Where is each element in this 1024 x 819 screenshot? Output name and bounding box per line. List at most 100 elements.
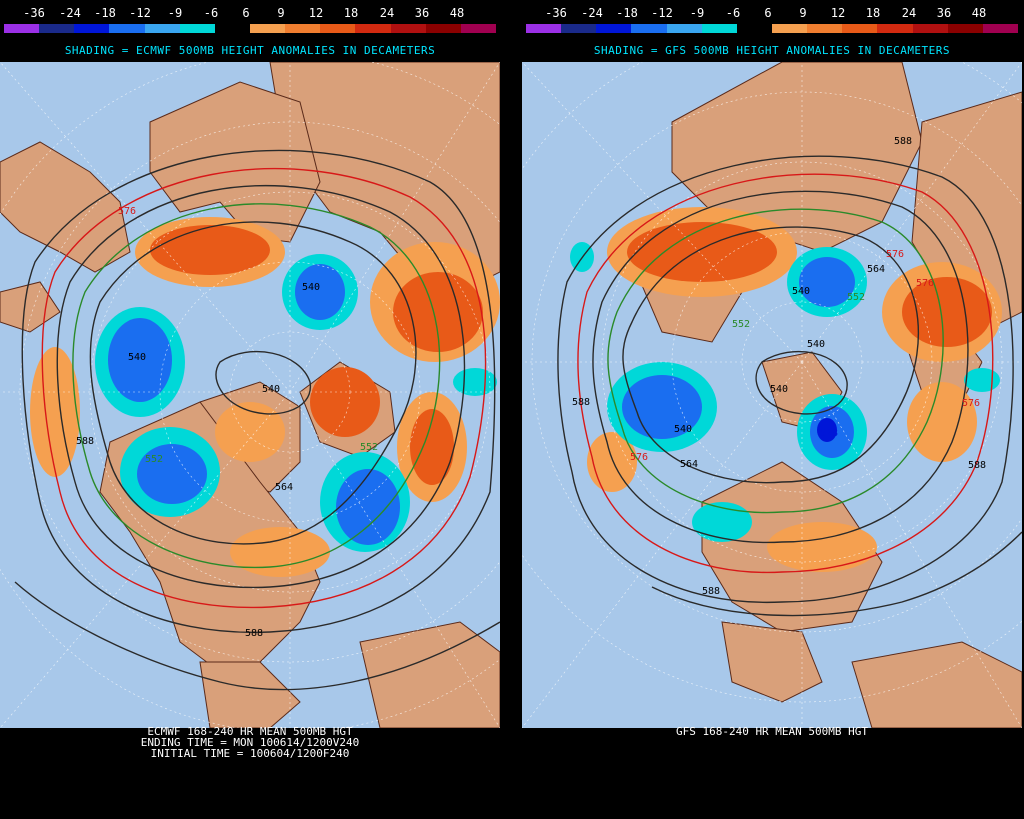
contour-label: 552 bbox=[847, 292, 865, 303]
positive-anomaly bbox=[907, 382, 977, 462]
scale-label: 48 bbox=[971, 6, 987, 20]
contour-label: 540 bbox=[807, 339, 825, 350]
color-scale-bar bbox=[526, 24, 1018, 33]
scale-swatch bbox=[109, 24, 145, 33]
contour-label: 576 bbox=[916, 278, 934, 289]
contour-540 bbox=[89, 221, 417, 545]
contour-label-group: 540 540 540 552 552 564 576 588 588 bbox=[76, 206, 378, 639]
scale-label: 12 bbox=[830, 6, 846, 20]
contour-564 bbox=[592, 190, 969, 544]
meridian bbox=[289, 62, 500, 393]
scale-label: 24 bbox=[379, 6, 395, 20]
contour-540-polar bbox=[755, 350, 848, 415]
contour-label: 540 bbox=[262, 384, 280, 395]
scale-swatch bbox=[912, 24, 948, 33]
scale-swatch bbox=[144, 24, 180, 33]
central-america-land bbox=[199, 661, 301, 728]
scale-swatch bbox=[947, 24, 983, 33]
meridian bbox=[0, 391, 291, 728]
panel-divider bbox=[500, 0, 522, 819]
gfs-panel: -36 -24 -18 -12 -9 -6 6 9 12 18 24 36 48… bbox=[522, 0, 1022, 819]
positive-anomaly bbox=[587, 432, 637, 492]
contour-label: 576 bbox=[886, 249, 904, 260]
scale-label: 18 bbox=[343, 6, 359, 20]
negative-anomaly-core bbox=[108, 318, 172, 402]
scale-swatch bbox=[771, 24, 808, 33]
ecmwf-caption: ECMWF 168-240 HR MEAN 500MB HGT ENDING T… bbox=[0, 726, 500, 759]
negative-anomaly-core bbox=[799, 257, 855, 307]
contour-540 bbox=[622, 226, 919, 484]
positive-anomaly-core bbox=[410, 409, 454, 485]
ecmwf-map: 540 540 540 552 552 564 576 588 588 bbox=[0, 62, 500, 728]
contour-label: 564 bbox=[275, 482, 293, 493]
negative-anomaly-core bbox=[295, 264, 345, 320]
contour-label: 588 bbox=[894, 136, 912, 147]
scale-label: -36 bbox=[23, 6, 45, 20]
scale-swatch bbox=[214, 24, 250, 33]
scale-swatch bbox=[179, 24, 215, 33]
scale-swatch bbox=[631, 24, 667, 33]
scale-label: -9 bbox=[167, 6, 183, 20]
anomaly-shading bbox=[30, 217, 500, 577]
contour-label: 588 bbox=[245, 628, 263, 639]
scale-label: -6 bbox=[203, 6, 219, 20]
contour-label: 552 bbox=[360, 442, 378, 453]
positive-anomaly-core bbox=[627, 222, 777, 282]
contour-label-group: 540 540 540 540 528 552 552 564 564 576 … bbox=[572, 136, 986, 597]
gfs-map: 540 540 540 540 528 552 552 564 564 576 … bbox=[522, 62, 1022, 728]
scale-swatch bbox=[4, 24, 40, 33]
contour-label: 576 bbox=[962, 398, 980, 409]
south-america-land bbox=[851, 641, 1022, 728]
south-america-land bbox=[359, 621, 500, 728]
positive-anomaly-core bbox=[150, 225, 270, 275]
scale-swatch bbox=[320, 24, 356, 33]
scale-swatch bbox=[807, 24, 843, 33]
contour-588 bbox=[21, 149, 496, 634]
contour-label: 576 bbox=[118, 206, 136, 217]
scale-label: -24 bbox=[581, 6, 603, 20]
scale-swatch bbox=[390, 24, 426, 33]
contour-552 bbox=[72, 203, 441, 569]
contour-588-south bbox=[14, 581, 500, 691]
scale-label: -18 bbox=[616, 6, 638, 20]
scale-label: 9 bbox=[277, 6, 285, 20]
contour-576 bbox=[577, 173, 994, 574]
height-contours bbox=[14, 149, 500, 691]
positive-anomaly-core bbox=[310, 367, 380, 437]
scale-label: -24 bbox=[59, 6, 81, 20]
contour-label: 588 bbox=[702, 586, 720, 597]
contour-label: 588 bbox=[968, 460, 986, 471]
scale-swatch bbox=[425, 24, 461, 33]
scale-swatch bbox=[460, 24, 496, 33]
scale-label: 12 bbox=[308, 6, 324, 20]
scale-label: -6 bbox=[725, 6, 741, 20]
shading-title: SHADING = GFS 500MB HEIGHT ANOMALIES IN … bbox=[593, 44, 951, 57]
scale-label: -9 bbox=[689, 6, 705, 20]
negative-anomaly bbox=[692, 502, 752, 542]
scale-label: 18 bbox=[865, 6, 881, 20]
ecmwf-panel: -36 -24 -18 -12 -9 -6 6 9 12 18 24 36 48… bbox=[0, 0, 500, 819]
color-scale-labels: -36 -24 -18 -12 -9 -6 6 9 12 18 24 36 48 bbox=[4, 6, 496, 20]
scale-swatch bbox=[877, 24, 913, 33]
positive-anomaly bbox=[767, 522, 877, 572]
scale-label: -12 bbox=[651, 6, 673, 20]
scale-swatch bbox=[355, 24, 391, 33]
contour-588-south bbox=[651, 531, 1022, 617]
positive-anomaly bbox=[230, 527, 330, 577]
contour-588 bbox=[557, 155, 1014, 604]
scale-swatch bbox=[74, 24, 110, 33]
anomaly-shading bbox=[570, 207, 1002, 572]
scale-swatch bbox=[526, 24, 562, 33]
scale-label: 36 bbox=[414, 6, 430, 20]
positive-anomaly-core bbox=[902, 277, 992, 347]
scale-label: -36 bbox=[545, 6, 567, 20]
scale-label: 6 bbox=[242, 6, 250, 20]
positive-anomaly bbox=[215, 402, 285, 462]
alaska-land bbox=[0, 141, 131, 273]
scale-label: -18 bbox=[94, 6, 116, 20]
height-contours bbox=[557, 155, 1022, 617]
gfs-map-svg: 540 540 540 540 528 552 552 564 564 576 … bbox=[522, 62, 1022, 728]
scale-swatch bbox=[39, 24, 75, 33]
scale-swatch bbox=[701, 24, 737, 33]
graticule bbox=[0, 62, 500, 728]
